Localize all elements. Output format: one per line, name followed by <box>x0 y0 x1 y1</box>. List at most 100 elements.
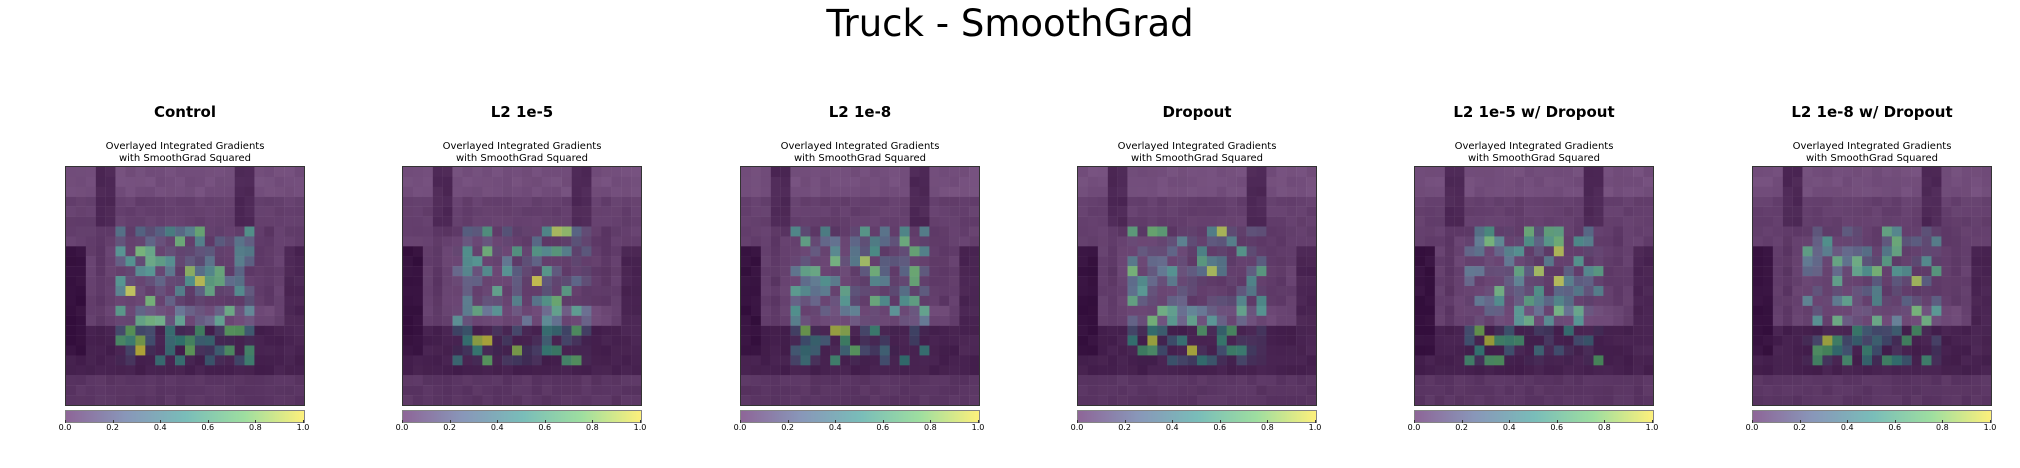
heatmap-cell <box>1753 395 1764 405</box>
heatmap-cell <box>1157 276 1168 287</box>
heatmap-cell <box>1117 286 1128 297</box>
heatmap-cell <box>939 395 950 405</box>
heatmap-cell <box>1603 355 1614 366</box>
heatmap-cell <box>1197 365 1208 376</box>
heatmap-cell <box>760 216 771 227</box>
heatmap-cell <box>1216 325 1227 336</box>
heatmap-cell <box>1246 167 1257 178</box>
heatmap-cell <box>869 345 881 356</box>
heatmap-cell <box>601 206 612 217</box>
heatmap-cell <box>1961 216 1972 227</box>
heatmap-cell <box>66 365 77 376</box>
heatmap-cell <box>1891 167 1902 178</box>
heatmap-cell <box>909 226 920 237</box>
heatmap-cell <box>274 167 285 178</box>
heatmap-cell <box>551 395 562 405</box>
heatmap-cell <box>601 236 612 247</box>
heatmap-cell <box>949 345 960 356</box>
heatmap-cell <box>135 345 146 356</box>
heatmap-cell <box>502 295 513 307</box>
heatmap-cell <box>1802 246 1813 257</box>
heatmap-cell <box>1256 286 1267 297</box>
heatmap-cell <box>1613 176 1624 188</box>
heatmap-cell <box>1276 266 1287 277</box>
heatmap-cell <box>1941 266 1952 277</box>
heatmap-cell <box>115 236 126 247</box>
heatmap-cell <box>1901 226 1912 237</box>
heatmap-cell <box>1792 206 1803 217</box>
heatmap-cell <box>274 286 285 297</box>
heatmap-cell <box>175 325 186 336</box>
heatmap-cell <box>929 216 940 227</box>
heatmap-cell <box>1444 385 1455 396</box>
heatmap-cell <box>631 226 641 237</box>
heatmap-cell <box>959 375 970 386</box>
heatmap-cell <box>492 325 503 336</box>
heatmap-cell <box>1852 305 1863 316</box>
heatmap-cell <box>939 355 950 366</box>
heatmap-cell <box>1753 176 1764 188</box>
heatmap-cell <box>1921 266 1932 277</box>
heatmap-cell <box>1097 196 1108 207</box>
heatmap-cell <box>909 176 920 188</box>
heatmap-cell <box>1454 176 1465 188</box>
heatmap-cell <box>1286 365 1297 376</box>
heatmap-cell <box>1583 286 1594 297</box>
heatmap-cell <box>1881 196 1893 207</box>
heatmap-cell <box>790 216 801 227</box>
heatmap-cell <box>512 286 523 297</box>
heatmap-cell <box>155 256 166 267</box>
heatmap-cell <box>1306 395 1316 405</box>
heatmap-cell <box>860 206 871 217</box>
heatmap-cell <box>551 226 562 237</box>
heatmap-cell <box>1226 295 1237 307</box>
heatmap-cell <box>1812 226 1823 237</box>
heatmap-cell <box>1901 325 1912 336</box>
heatmap-cell <box>889 186 900 197</box>
heatmap-cell <box>75 246 87 257</box>
heatmap-cell <box>75 236 87 247</box>
heatmap-cell <box>1643 335 1653 346</box>
heatmap-cell <box>274 206 285 217</box>
heatmap-cell <box>1951 295 1962 307</box>
heatmap-cell <box>949 325 960 336</box>
heatmap-cell <box>899 186 910 197</box>
heatmap-cell <box>1762 186 1774 197</box>
colorbar-tick-label: 1.0 <box>1637 420 1667 432</box>
heatmap-cell <box>1256 186 1267 197</box>
heatmap-cell <box>1424 305 1436 316</box>
heatmap-cell <box>194 335 206 346</box>
heatmap-cell <box>1753 355 1764 366</box>
heatmap-cell <box>85 216 96 227</box>
heatmap-cell <box>760 295 771 307</box>
heatmap-cell <box>631 236 641 247</box>
heatmap-cell <box>1078 266 1089 277</box>
heatmap-cell <box>1583 186 1594 197</box>
heatmap-cell <box>214 246 225 257</box>
heatmap-cell <box>1891 216 1902 227</box>
heatmap-cell <box>1832 186 1843 197</box>
heatmap-cell <box>621 167 632 178</box>
heatmap-cell <box>840 196 851 207</box>
heatmap-cell <box>1593 286 1604 297</box>
heatmap-cell <box>284 286 295 297</box>
heatmap-cell <box>909 305 920 316</box>
heatmap-cell <box>949 226 960 237</box>
heatmap-cell <box>1197 315 1208 326</box>
heatmap-cell <box>1891 365 1902 376</box>
heatmap-cell <box>512 186 523 197</box>
heatmap-cell <box>284 206 295 217</box>
heatmap-cell <box>1633 385 1644 396</box>
heatmap-cell <box>1534 395 1545 405</box>
heatmap-cell <box>1543 246 1555 257</box>
heatmap-cell <box>1504 395 1515 405</box>
heatmap-cell <box>1177 395 1188 405</box>
heatmap-cell <box>1543 186 1555 197</box>
heatmap-cell <box>234 305 245 316</box>
heatmap-cell <box>1901 385 1912 396</box>
heatmap-cell <box>1553 385 1564 396</box>
heatmap-cell <box>244 345 255 356</box>
heatmap-cell <box>1643 246 1653 257</box>
heatmap-cell <box>810 186 821 197</box>
heatmap-cell <box>1553 305 1564 316</box>
